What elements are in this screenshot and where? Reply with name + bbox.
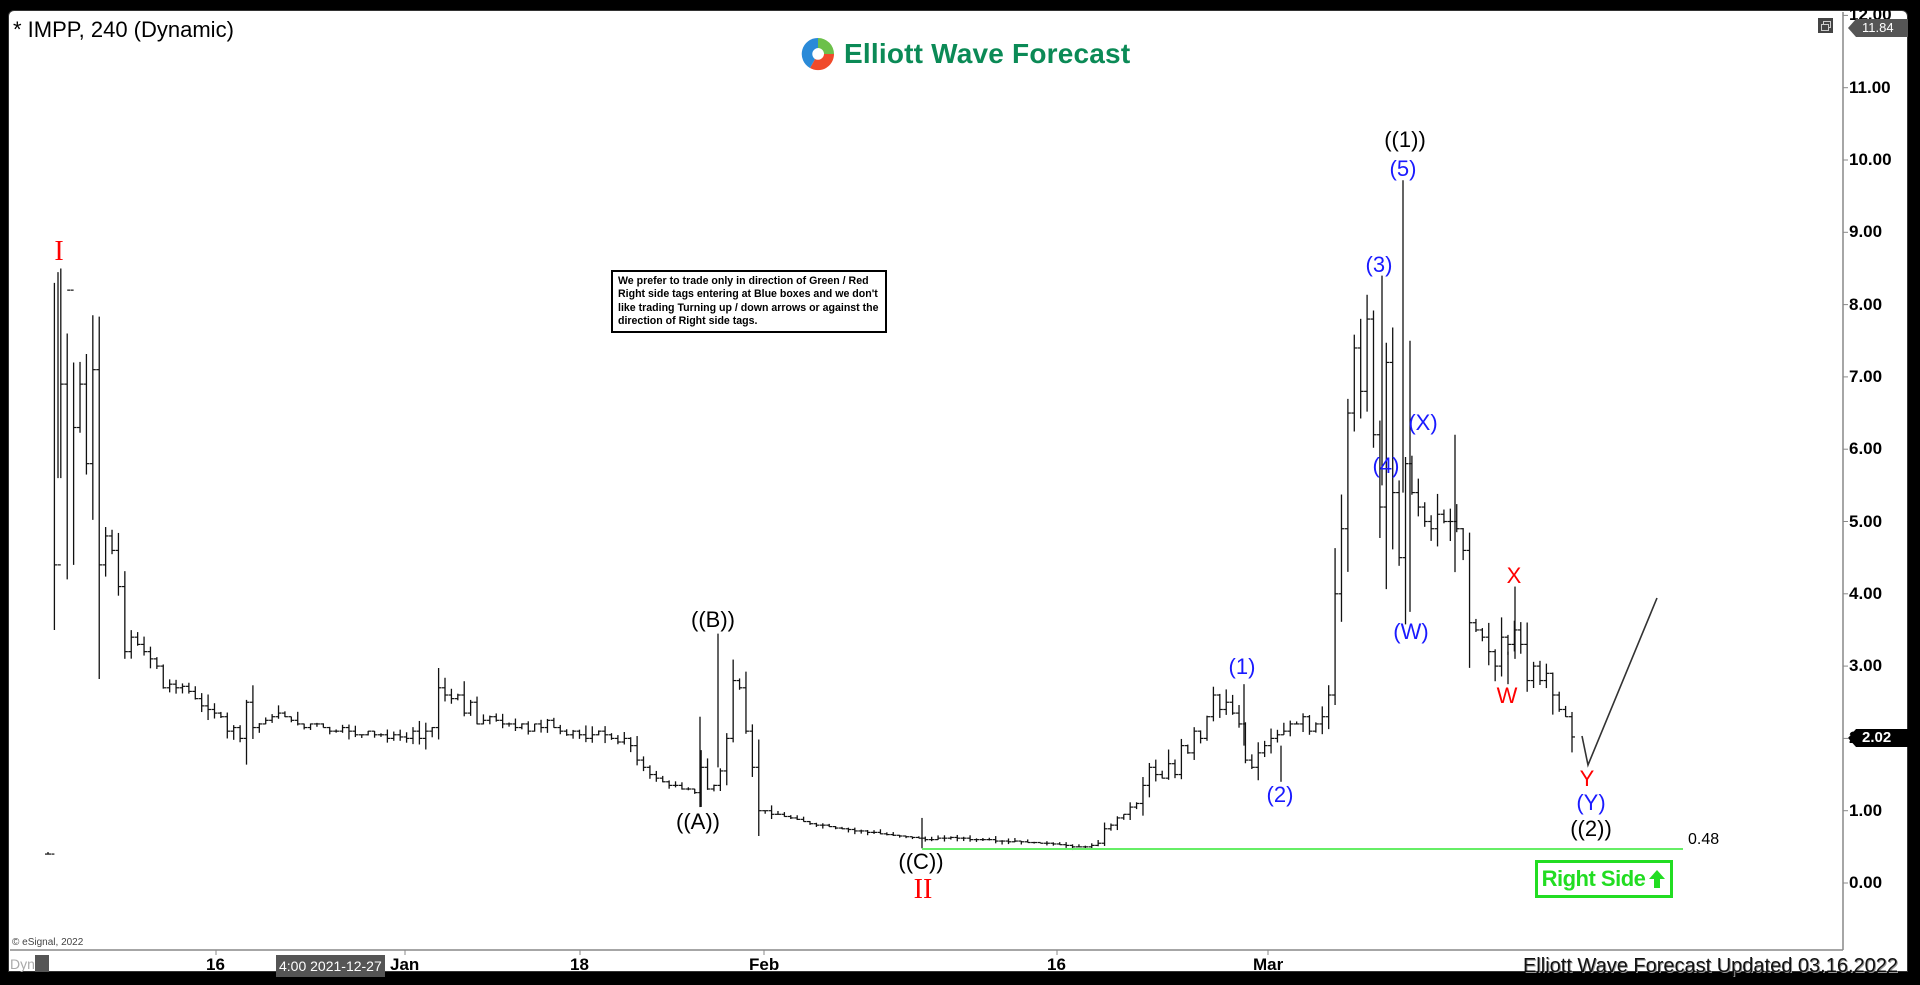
last-price-tag: 2.02 xyxy=(1848,729,1908,747)
lock-icon[interactable] xyxy=(35,955,49,972)
y-tick-label: 8.00 xyxy=(1849,294,1883,314)
dynamic-mode-label[interactable]: Dyn xyxy=(10,956,35,972)
brand-name: Elliott Wave Forecast xyxy=(844,38,1131,69)
x-tick-label: 16 xyxy=(206,955,225,974)
x-tick-label: 18 xyxy=(570,955,589,974)
wave-label-1: (1) xyxy=(1228,654,1256,679)
wave-label-2-major: ((2)) xyxy=(1570,816,1612,841)
wave-label-X-red: X xyxy=(1506,563,1522,588)
y-tick-label: 5.00 xyxy=(1849,511,1883,531)
ohlc-bars xyxy=(45,180,1575,855)
x-tick-label: Feb xyxy=(749,955,780,974)
wave-label-5: (5) xyxy=(1389,156,1417,181)
x-tick-label: 16 xyxy=(1047,955,1066,974)
y-tick-label: 11.00 xyxy=(1849,77,1891,97)
wave-label-X-blue: (X) xyxy=(1408,410,1438,435)
x-tick-label: Mar xyxy=(1253,955,1284,974)
wave-label-Y-blue: (Y) xyxy=(1576,790,1606,815)
right-side-tag: Right Side xyxy=(1535,860,1673,898)
wave-label-II: II xyxy=(913,874,933,905)
wave-label-W-red: W xyxy=(1496,683,1518,708)
y-tick-label: 1.00 xyxy=(1849,800,1883,820)
y-tick-label: 9.00 xyxy=(1849,222,1883,242)
y-axis-ticks xyxy=(1843,14,1848,884)
chart-window xyxy=(8,10,1908,972)
wave-label-Y-red: Y xyxy=(1579,766,1595,791)
projection-path xyxy=(1581,597,1658,768)
y-tick-label: 10.00 xyxy=(1849,150,1892,169)
arrow-up-icon xyxy=(1649,870,1666,888)
wave-label-1-major: ((1)) xyxy=(1384,127,1426,152)
y-tick-label: 4.00 xyxy=(1849,583,1883,603)
wave-label-I: I xyxy=(54,236,64,267)
x-axis-ticks xyxy=(215,950,1269,955)
tag-arrow-icon xyxy=(1848,729,1856,747)
trading-notice: We prefer to trade only in direction of … xyxy=(611,270,887,334)
right-side-label: Right Side xyxy=(1541,866,1646,891)
brand-swirl-icon xyxy=(801,37,835,71)
chart-title: * IMPP, 240 (Dynamic) xyxy=(13,17,234,42)
cursor-date-tag: 4:00 2021-12-27 xyxy=(276,955,385,977)
x-tick-label: Jan xyxy=(390,955,420,974)
support-level-label: 0.48 xyxy=(1688,831,1720,848)
high-price-tag: 11.84 xyxy=(1848,19,1908,37)
y-tick-label: 0.00 xyxy=(1849,873,1883,892)
last-price-value: 2.02 xyxy=(1862,729,1892,746)
y-tick-label: 6.00 xyxy=(1849,439,1883,459)
update-footer: Elliott Wave Forecast Updated 03.16.2022 xyxy=(1522,955,1898,977)
wave-label-A: ((A)) xyxy=(676,809,720,834)
wave-label-W-blue: (W) xyxy=(1393,619,1429,644)
tag-arrow-icon xyxy=(1848,19,1856,37)
wave-label-B: ((B)) xyxy=(691,607,735,632)
esignal-copyright: © eSignal, 2022 xyxy=(12,937,84,948)
wave-label-3: (3) xyxy=(1365,252,1393,277)
y-tick-label: 7.00 xyxy=(1849,366,1883,386)
restore-window-icon[interactable] xyxy=(1818,18,1833,33)
wave-label-2: (2) xyxy=(1266,782,1294,807)
y-tick-label: 3.00 xyxy=(1849,656,1883,676)
wave-label-C: ((C)) xyxy=(898,849,944,874)
wave-label-4: (4) xyxy=(1372,453,1400,478)
high-price-value: 11.84 xyxy=(1862,20,1894,35)
brand-logo: Elliott Wave Forecast xyxy=(800,36,1130,72)
